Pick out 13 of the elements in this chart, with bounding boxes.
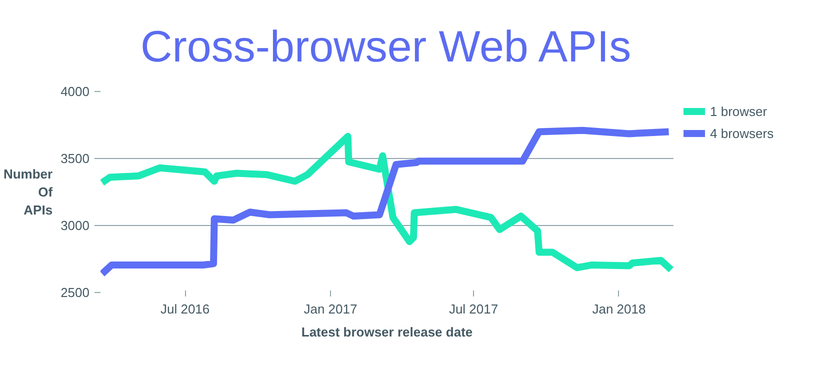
legend-label: 4 browsers	[710, 126, 774, 140]
chart-title: Cross-browser Web APIs	[140, 22, 632, 72]
x-tick-label: Jul 2017	[448, 302, 498, 316]
y-axis-title: Number Of APIs	[3, 166, 54, 218]
y-tick-label: 4000	[60, 84, 90, 99]
y-tick-label: 3500	[60, 151, 90, 166]
x-axis-title: Latest browser release date	[301, 324, 473, 340]
y-tick-label: 3000	[60, 218, 90, 233]
x-tick-label: Jan 2018	[592, 302, 646, 316]
legend-label: 1 browser	[710, 104, 768, 118]
x-tick-label: Jul 2016	[160, 302, 210, 316]
x-tick-label: Jan 2017	[304, 302, 358, 316]
y-tick-label: 2500	[60, 285, 90, 300]
